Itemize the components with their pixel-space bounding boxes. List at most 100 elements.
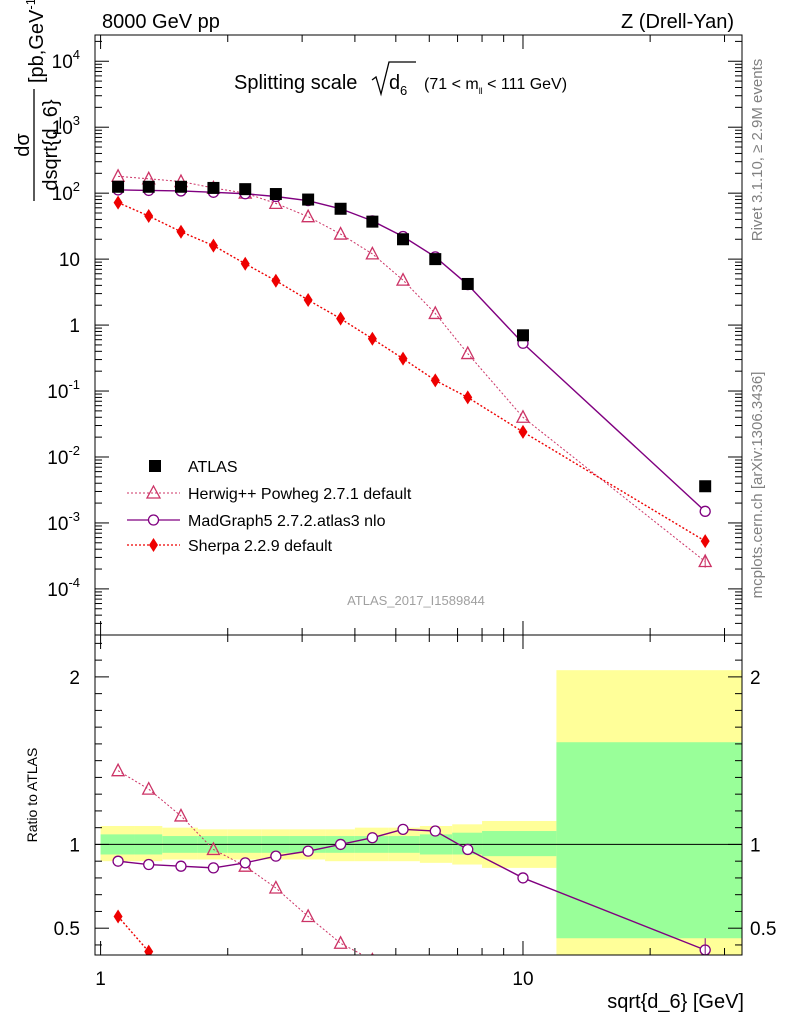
band-inner-13 (556, 742, 742, 939)
y-tick-label-ratio-left-1: 1 (69, 835, 80, 856)
main-point-herwig-8 (365, 245, 380, 260)
ratio-point-madgraph-3 (207, 862, 220, 874)
ratio-point-sherpa-9 (399, 1002, 408, 1016)
main-point-atlas-3 (207, 181, 220, 194)
axis-tick-labels: 1 10 10-4 10-3 10-2 10-1 1 10 102 103 104 0.5 0.5 1 1 2… (47, 47, 776, 990)
main-line-herwig (118, 175, 706, 562)
legend-marker-madgraph (147, 514, 160, 526)
main-point-herwig-10 (428, 305, 443, 320)
main-point-atlas-12 (516, 329, 529, 342)
ratio-point-madgraph-4 (239, 857, 251, 869)
ratio-uncertainty-bands (95, 670, 742, 955)
ratio-point-madgraph-5 (270, 850, 282, 862)
ratio-point-madgraph-10 (429, 825, 441, 837)
main-point-sherpa-8 (367, 331, 377, 346)
ratio-point-herwig-12 (517, 995, 529, 1007)
y-tick-label-main-8: 104 (52, 47, 80, 73)
main-point-sherpa-2 (176, 224, 186, 239)
y-tick-label-main-4: 1 (69, 316, 80, 337)
main-point-atlas-0 (112, 180, 125, 193)
y-tick-label-main-1: 10-3 (47, 509, 80, 535)
ratio-point-sherpa-6 (304, 1000, 313, 1014)
analysis-id: ATLAS_2017_I1589844 (347, 593, 485, 608)
ratio-point-herwig-5 (268, 880, 283, 894)
legend-label-herwig: Herwig++ Powheg 2.7.1 default (188, 486, 412, 503)
ylabel-den: dsqrt{d_6} (40, 99, 62, 191)
ylabel-num: dσ (12, 133, 34, 157)
ratio-point-sherpa-4 (241, 993, 250, 1007)
y-axis-label-main: dσ dsqrt{d_6} [pb,GeV-1] (12, 0, 62, 201)
ratio-point-sherpa-8 (368, 1002, 377, 1016)
ratio-point-madgraph-6 (302, 845, 314, 857)
main-point-sherpa-10 (430, 373, 440, 388)
main-point-atlas-1 (142, 180, 155, 193)
ratio-point-madgraph-12 (517, 872, 529, 884)
main-point-herwig-0 (110, 168, 126, 182)
x-tick-label-1: 10 (512, 969, 533, 990)
y-tick-label-ratio-right-2: 2 (750, 668, 761, 689)
ratio-point-herwig-2 (173, 808, 189, 822)
main-point-atlas-11 (461, 277, 474, 290)
main-point-sherpa-5 (271, 273, 281, 288)
main-series-layer (110, 168, 713, 568)
legend-marker-herwig (145, 484, 162, 499)
band-inner-11 (452, 832, 483, 855)
y-tick-label-main-5: 10 (59, 250, 80, 271)
header-left: 8000 GeV pp (102, 11, 220, 33)
x-axis-label: sqrt{d_6} [GeV] (607, 991, 744, 1013)
main-point-madgraph-13 (699, 505, 711, 517)
ratio-point-herwig-11 (462, 990, 474, 1002)
main-point-sherpa-6 (303, 292, 313, 307)
y-tick-label-main-6: 102 (52, 179, 80, 205)
title-main: Splitting scale (234, 72, 357, 94)
ratio-point-sherpa-0 (113, 909, 123, 924)
main-point-sherpa-4 (240, 256, 250, 271)
ratio-point-herwig-6 (301, 908, 316, 923)
sqrt-symbol (371, 61, 416, 97)
mcplots-label: mcplots.cern.ch [arXiv:1306.3436] (749, 372, 766, 599)
main-point-herwig-6 (301, 208, 316, 223)
main-point-atlas-2 (174, 180, 187, 193)
y-tick-label-main-3: 10-1 (47, 377, 80, 403)
main-point-atlas-5 (269, 188, 282, 201)
y-tick-label-ratio-right-0: 0.5 (750, 919, 776, 940)
ratio-point-herwig-10 (429, 980, 441, 992)
legend-marker-sherpa (149, 538, 158, 552)
ratio-point-madgraph-8 (366, 832, 379, 844)
ratio-point-sherpa-11 (463, 1002, 472, 1016)
ratio-point-herwig-0 (110, 762, 126, 777)
ratio-point-herwig-3 (206, 841, 221, 856)
rivet-label: Rivet 3.1.10, ≥ 2.9M events (749, 59, 766, 242)
main-point-sherpa-1 (144, 209, 154, 224)
axis-ticks (95, 35, 742, 955)
ratio-point-sherpa-10 (431, 1002, 440, 1016)
y-tick-label-main-0: 10-4 (47, 575, 80, 601)
ratio-point-madgraph-9 (397, 823, 409, 835)
y-tick-label-ratio-right-1: 1 (750, 835, 761, 856)
y-tick-label-main-7: 103 (52, 113, 80, 139)
main-point-herwig-11 (460, 345, 475, 360)
main-point-sherpa-3 (208, 238, 218, 253)
title-symbol: d (389, 72, 400, 94)
ratio-point-sherpa-12 (518, 999, 527, 1013)
main-point-sherpa-0 (113, 195, 123, 210)
y-tick-label-main-2: 10-2 (47, 443, 80, 469)
main-point-herwig-9 (395, 272, 411, 286)
main-point-sherpa-11 (463, 390, 473, 405)
ratio-point-sherpa-3 (209, 983, 218, 997)
legend-marker-atlas (149, 460, 161, 472)
main-point-herwig-7 (333, 226, 348, 240)
ratio-point-madgraph-11 (462, 843, 474, 856)
band-inner-12 (482, 831, 557, 857)
main-point-atlas-7 (334, 202, 347, 215)
header-right: Z (Drell-Yan) (621, 11, 734, 33)
main-point-atlas-13 (699, 480, 712, 493)
main-point-sherpa-9 (398, 351, 408, 366)
legend-label-atlas: ATLAS (188, 459, 238, 476)
ratio-point-sherpa-1 (144, 944, 154, 955)
main-point-sherpa-12 (518, 424, 528, 439)
ratio-series-layer (110, 762, 711, 1016)
legend-label-sherpa: Sherpa 2.2.9 default (188, 538, 333, 555)
main-point-atlas-8 (366, 215, 379, 228)
